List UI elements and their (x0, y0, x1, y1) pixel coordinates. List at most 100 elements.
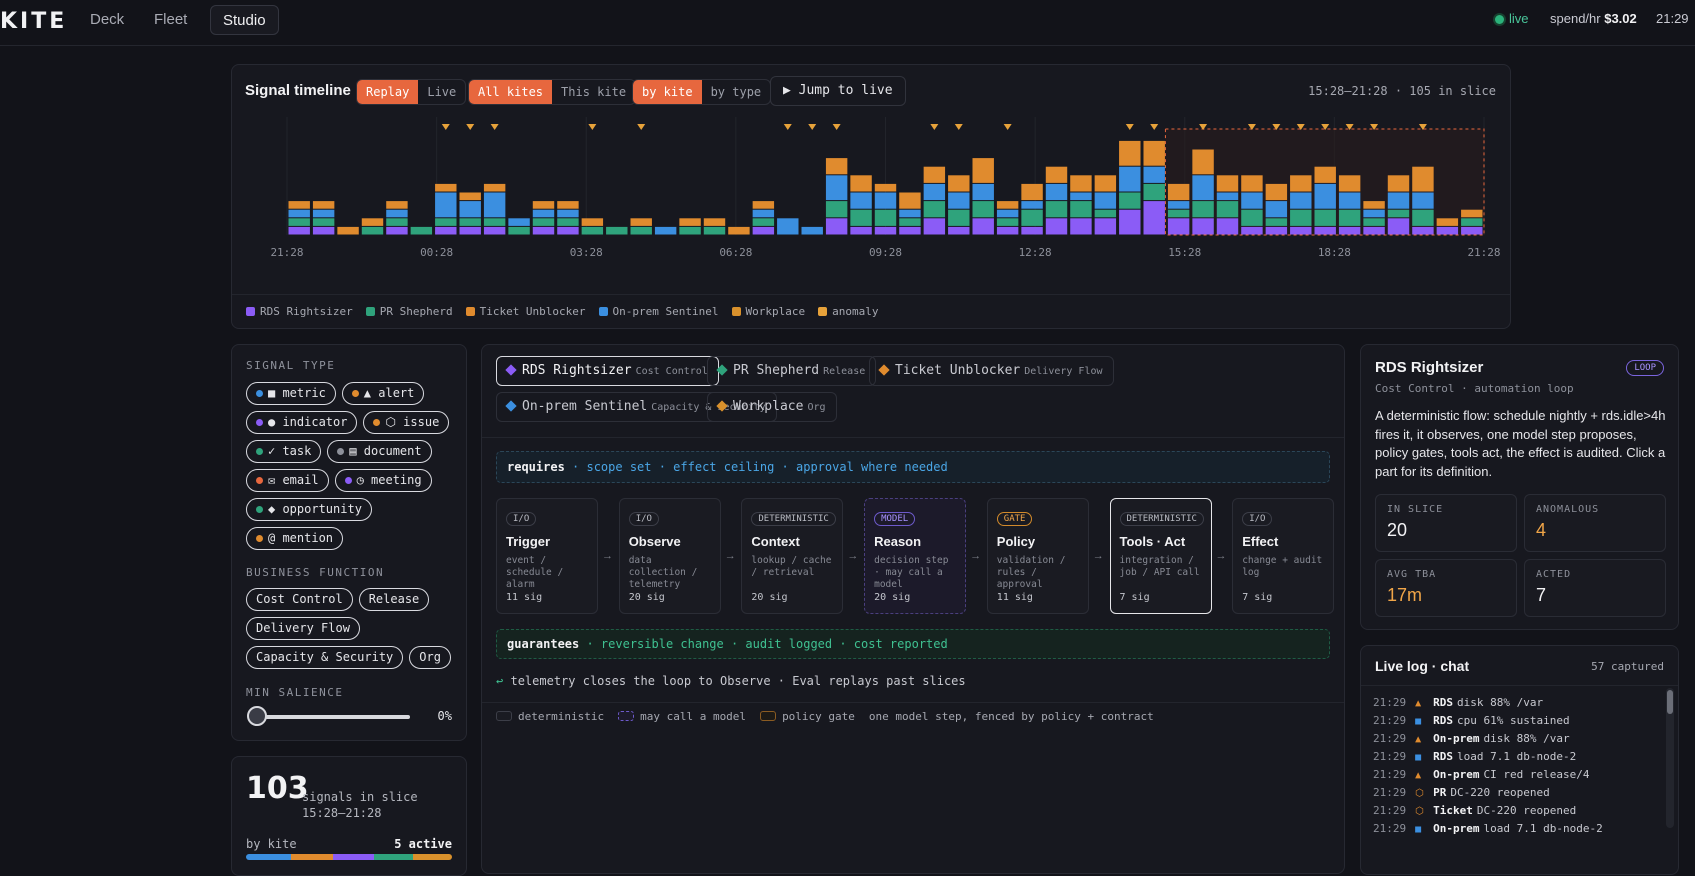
bar-segment[interactable] (1167, 218, 1190, 235)
bar-segment[interactable] (581, 226, 604, 235)
bar-segment[interactable] (1143, 166, 1165, 183)
bar-segment[interactable] (361, 226, 384, 235)
flow-step-trigger[interactable]: I/O Trigger event / schedule / alarm 11 sig (496, 498, 598, 614)
bar-segment[interactable] (1290, 175, 1312, 192)
bar-segment[interactable] (654, 226, 677, 235)
bar-segment[interactable] (1143, 140, 1165, 166)
log-row[interactable]: 21:29 ■ RDS load 7.1 db-node-2 (1373, 748, 1663, 766)
signal-type-chip[interactable]: @ mention (246, 527, 344, 550)
bar-segment[interactable] (1338, 226, 1361, 235)
bar-segment[interactable] (1387, 209, 1410, 218)
bar-segment[interactable] (1314, 209, 1336, 226)
bar-segment[interactable] (386, 226, 408, 235)
bar-segment[interactable] (972, 183, 994, 201)
bar-segment[interactable] (825, 201, 848, 218)
bar-segment[interactable] (630, 226, 652, 235)
live-button[interactable]: Live (427, 85, 457, 99)
bar-segment[interactable] (1436, 226, 1459, 235)
bar-segment[interactable] (1387, 175, 1410, 192)
bar-segment[interactable] (996, 226, 1019, 235)
bar-segment[interactable] (1363, 209, 1385, 218)
signal-type-chip[interactable]: ● indicator (246, 411, 358, 434)
bar-segment[interactable] (1461, 209, 1483, 218)
anomaly-marker[interactable] (1370, 124, 1379, 130)
bar-segment[interactable] (386, 209, 408, 218)
bar-segment[interactable] (850, 209, 872, 226)
legend-item[interactable]: RDS Rightsizer (246, 305, 353, 318)
kite-tab[interactable]: Ticket Unblocker Delivery Flow (869, 356, 1114, 386)
bar-segment[interactable] (386, 201, 408, 209)
bar-segment[interactable] (1119, 192, 1141, 209)
bar-segment[interactable] (1265, 226, 1288, 235)
bar-segment[interactable] (752, 209, 775, 218)
bar-segment[interactable] (312, 226, 335, 235)
bar-segment[interactable] (459, 192, 481, 201)
signal-chart[interactable]: 21:28 00:28 03:28 06:28 09:28 12:28 15:28 18:28… (232, 115, 1510, 295)
bar-segment[interactable] (850, 192, 872, 209)
log-row[interactable]: 21:29 ▲ On-prem disk 88% /var (1373, 730, 1663, 748)
bar-segment[interactable] (435, 226, 457, 235)
bar-segment[interactable] (874, 209, 897, 226)
bar-segment[interactable] (459, 201, 481, 218)
bar-segment[interactable] (752, 201, 775, 209)
bar-segment[interactable] (996, 218, 1019, 226)
bar-segment[interactable] (679, 218, 701, 226)
signal-type-chip[interactable]: ▤ document (327, 440, 432, 463)
business-function-chip[interactable]: Delivery Flow (246, 617, 360, 640)
bar-segment[interactable] (1461, 218, 1483, 226)
bar-segment[interactable] (874, 183, 897, 192)
legend-item[interactable]: Workplace (731, 305, 805, 318)
business-function-chip[interactable]: Release (358, 588, 430, 611)
bar-segment[interactable] (1192, 149, 1214, 175)
bar-segment[interactable] (1265, 183, 1288, 201)
log-row[interactable]: 21:29 ■ On-prem load 7.1 db-node-2 (1373, 820, 1663, 838)
bar-segment[interactable] (1314, 226, 1336, 235)
bar-segment[interactable] (1241, 175, 1263, 192)
bar-segment[interactable] (1412, 209, 1434, 226)
bar-segment[interactable] (581, 218, 604, 226)
flow-step-observe[interactable]: I/O Observe data collection / telemetry 20 … (618, 498, 721, 614)
bar-segment[interactable] (606, 226, 628, 235)
anomaly-marker[interactable] (1150, 124, 1159, 130)
bar-segment[interactable] (386, 218, 408, 226)
jump-to-live-button[interactable]: ▶ Jump to live (770, 76, 906, 106)
bar-segment[interactable] (459, 226, 481, 235)
bar-segment[interactable] (288, 209, 310, 218)
business-function-chip[interactable]: Org (409, 646, 451, 669)
anomaly-marker[interactable] (637, 124, 646, 130)
bar-segment[interactable] (1167, 209, 1190, 218)
log-row[interactable]: 21:29 ■ RDS cpu 61% sustained (1373, 712, 1663, 730)
bar-segment[interactable] (972, 201, 994, 218)
bar-segment[interactable] (874, 226, 897, 235)
anomaly-marker[interactable] (832, 124, 841, 130)
bar-segment[interactable] (1021, 201, 1043, 209)
bar-segment[interactable] (972, 158, 994, 183)
bar-segment[interactable] (1290, 192, 1312, 209)
bar-segment[interactable] (923, 201, 946, 218)
bar-segment[interactable] (801, 226, 823, 235)
bar-segment[interactable] (1412, 192, 1434, 209)
bar-segment[interactable] (1045, 201, 1068, 218)
this-kite-button[interactable]: This kite (561, 85, 627, 99)
nav-tab-fleet[interactable]: Fleet (154, 11, 188, 28)
flow-step-policy[interactable]: GATE Policy validation / rules / approval 1… (986, 498, 1089, 614)
bar-segment[interactable] (1045, 218, 1068, 235)
bar-segment[interactable] (435, 183, 457, 192)
flow-step-tools-act[interactable]: DETERMINISTIC Tools · Act integration / jo… (1109, 498, 1212, 614)
bar-segment[interactable] (435, 192, 457, 218)
bar-segment[interactable] (532, 218, 555, 226)
bar-segment[interactable] (1021, 209, 1043, 226)
replay-button[interactable]: Replay (357, 80, 419, 104)
anomaly-marker[interactable] (1125, 124, 1134, 130)
log-rows[interactable]: 21:29 ▲ RDS disk 88% /var 21:29 ■ RDS cpu 61% s… (1373, 694, 1663, 838)
bar-segment[interactable] (825, 218, 848, 235)
bar-segment[interactable] (1265, 201, 1288, 218)
bar-segment[interactable] (1094, 192, 1117, 209)
anomaly-marker[interactable] (1296, 124, 1305, 130)
bar-segment[interactable] (1412, 226, 1434, 235)
bar-segment[interactable] (1070, 175, 1092, 192)
bar-segment[interactable] (1363, 218, 1385, 226)
business-function-chip[interactable]: Cost Control (246, 588, 353, 611)
flow-step-effect[interactable]: I/O Effect change + audit log 7 sig (1232, 498, 1335, 614)
bar-segment[interactable] (948, 192, 970, 209)
